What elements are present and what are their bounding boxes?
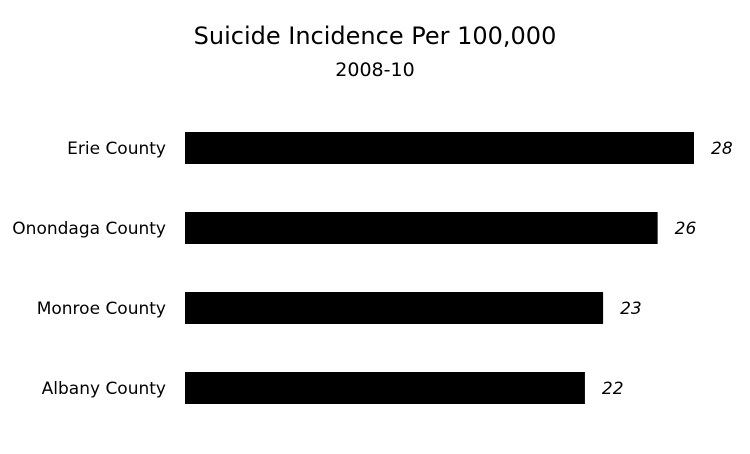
data-label: 28 <box>711 139 733 159</box>
category-label: Erie County <box>67 139 166 159</box>
bar <box>185 132 694 164</box>
bars-group: Erie County 28 Onondaga County 26 Monroe Cou… <box>12 132 733 404</box>
category-label: Onondaga County <box>12 219 166 239</box>
bar <box>185 212 658 244</box>
category-label: Monroe County <box>37 299 166 319</box>
bar <box>185 372 585 404</box>
data-label: 26 <box>675 219 697 239</box>
data-label: 23 <box>620 299 642 319</box>
chart-title: Suicide Incidence Per 100,000 <box>194 22 557 50</box>
category-label: Albany County <box>42 379 166 399</box>
chart-subtitle: 2008-10 <box>335 59 414 81</box>
bar <box>185 292 604 324</box>
data-label: 22 <box>602 379 624 399</box>
